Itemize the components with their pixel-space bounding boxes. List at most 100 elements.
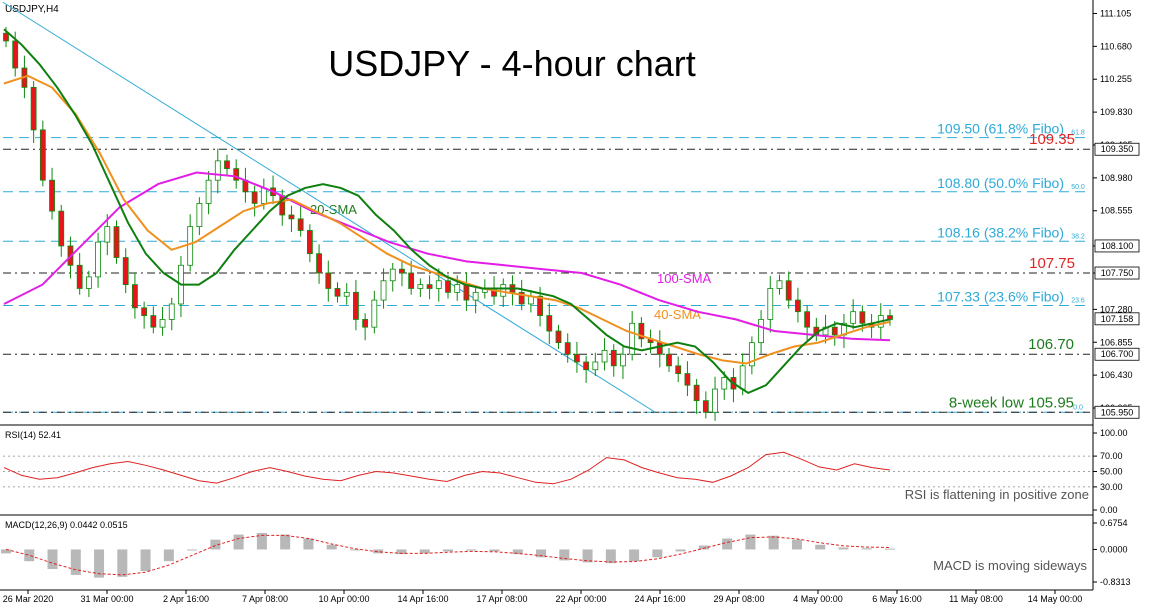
candle-body	[113, 226, 120, 258]
candle-body	[445, 280, 451, 293]
candle-body	[58, 210, 65, 247]
candle-body	[656, 342, 663, 355]
candle-body	[12, 40, 19, 69]
macd-bar	[582, 549, 593, 563]
candle-body	[196, 202, 203, 228]
candle-body	[233, 168, 240, 181]
price-tag-label: 105.950	[1101, 407, 1134, 417]
time-tick-label: 14 May 00:00	[1028, 594, 1083, 604]
price-tag-label: 109.350	[1101, 144, 1134, 154]
candle-body	[767, 288, 774, 320]
fibo-label: 109.50 (61.8% Fibo)	[937, 121, 1064, 137]
price-tag-box	[1094, 239, 1140, 253]
macd-bar	[512, 549, 523, 555]
candle-body	[380, 280, 387, 301]
rsi-label: RSI(14) 52.41	[5, 430, 61, 440]
candle-body	[758, 319, 764, 344]
candle-body	[122, 257, 129, 286]
sma20-label: 20-SMA	[310, 202, 357, 217]
macd-bar	[94, 549, 105, 578]
candle-body	[620, 353, 626, 367]
candle-body	[739, 365, 746, 390]
candle-body	[546, 315, 553, 332]
macd-bar	[861, 548, 872, 550]
rsi-annotation: RSI is flattening in positive zone	[905, 487, 1089, 502]
candle-body	[518, 291, 525, 305]
time-tick-label: 11 May 08:00	[949, 594, 1003, 604]
price-tick-label: 108.555	[1100, 206, 1133, 216]
fibo-label: 108.80 (50.0% Fibo)	[937, 175, 1064, 191]
macd-bar	[675, 549, 686, 552]
time-tick-label: 24 Apr 16:00	[634, 594, 685, 604]
macd-bar	[559, 549, 570, 561]
time-tick-label: 14 Apr 16:00	[397, 594, 448, 604]
candle-body	[850, 311, 857, 324]
candle-body	[205, 179, 212, 204]
macd-bar	[885, 548, 895, 550]
candle-body	[859, 311, 866, 324]
time-tick-label: 22 Apr 00:00	[555, 594, 606, 604]
candle-body	[306, 230, 313, 255]
candle-body	[666, 353, 672, 367]
price-tag-label: 108.100	[1101, 241, 1134, 251]
candle-body	[3, 32, 9, 42]
price-tag-label: 107.750	[1101, 268, 1134, 278]
macd-bar	[47, 549, 58, 570]
candle-body	[684, 373, 691, 386]
candle-body	[748, 342, 755, 367]
macd-annotation: MACD is moving sideways	[933, 558, 1087, 573]
candle-body	[132, 284, 138, 309]
candle-body	[297, 218, 304, 231]
candle-body	[362, 319, 369, 328]
candle-body	[30, 86, 37, 131]
macd-bar	[722, 538, 733, 550]
level-label: 106.70	[1028, 336, 1074, 353]
macd-bar	[768, 535, 779, 550]
time-tick-label: 2 Apr 16:00	[163, 594, 209, 604]
macd-signal-line	[5, 534, 891, 576]
candle-body	[638, 322, 645, 340]
candle-body	[574, 353, 580, 363]
candle-body	[159, 319, 166, 328]
candle-body	[610, 349, 617, 367]
candle-body	[85, 276, 92, 289]
level-label: 109.35	[1029, 131, 1075, 148]
candle-body	[785, 280, 792, 301]
macd-bar	[838, 547, 849, 550]
candle-body	[435, 280, 442, 289]
price-tag-label: 106.700	[1101, 349, 1134, 359]
candle-body	[353, 291, 359, 320]
chart-title: USDJPY - 4-hour chart	[328, 43, 695, 84]
candle-body	[399, 268, 405, 274]
price-tick-label: 106.855	[1100, 337, 1133, 347]
candle-body	[260, 187, 267, 204]
candle-body	[95, 241, 101, 278]
candle-body	[601, 349, 608, 363]
macd-tick-label: -0.8313	[1100, 577, 1131, 587]
price-tag-box	[1094, 266, 1140, 280]
candle-body	[39, 129, 46, 181]
fibo-tag: 23.6	[1071, 298, 1085, 305]
time-tick-label: 7 Apr 08:00	[242, 594, 288, 604]
candle-body	[389, 268, 396, 282]
candle-body	[712, 388, 718, 413]
sma100-line	[3, 171, 891, 342]
price-tick-label: 111.105	[1100, 8, 1131, 18]
candle-body	[150, 315, 157, 328]
macd-bar	[629, 549, 640, 562]
price-tag-box	[1094, 312, 1140, 326]
price-tags: 109.350 108.100 107.750 107.158 106.700 105.9…	[1094, 142, 1140, 419]
macd-bar	[233, 534, 244, 550]
price-tick-label: 110.255	[1100, 74, 1132, 84]
candle-body	[334, 288, 341, 297]
time-tick-label: 10 Apr 00:00	[318, 594, 369, 604]
price-tag-label: 107.158	[1101, 314, 1134, 324]
rsi-line	[3, 451, 891, 485]
macd-bar	[210, 539, 221, 550]
candle-body	[555, 330, 562, 344]
macd-tick-label: 0.6754	[1100, 518, 1128, 528]
price-tag-box	[1094, 347, 1140, 361]
candle-body	[675, 365, 682, 374]
